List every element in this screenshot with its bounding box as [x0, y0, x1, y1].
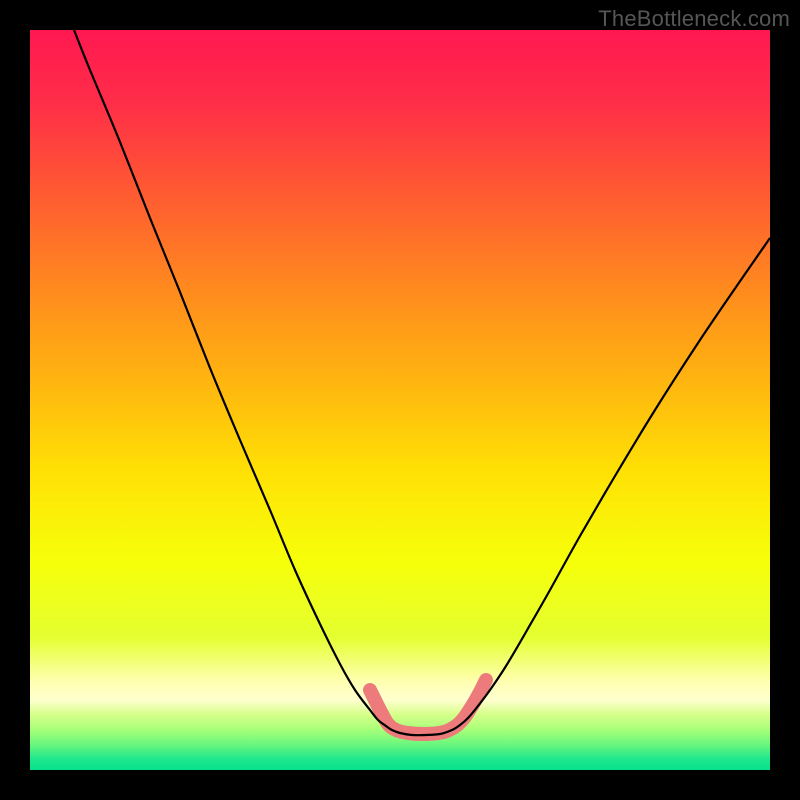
plot-area	[30, 30, 770, 770]
watermark-text: TheBottleneck.com	[598, 6, 790, 32]
bottleneck-curve	[74, 30, 770, 735]
curve-layer	[30, 30, 770, 770]
chart-frame: TheBottleneck.com	[0, 0, 800, 800]
